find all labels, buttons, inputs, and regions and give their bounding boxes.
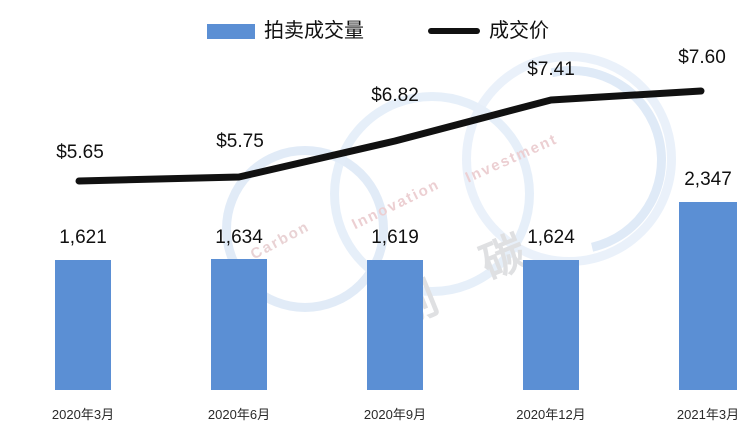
legend-label-line-series: 成交价 [489,20,549,42]
x-axis-tick-2021-03: 2021年3月 [676,407,740,422]
x-axis: 2020年3月 2020年6月 2020年9月 2020年12月 2021年3月 [0,400,756,426]
bar-2020-03[interactable] [55,260,111,390]
price-value-label-2020-12: $7.41 [527,59,575,80]
bar-value-label-2021-03: 2,347 [684,169,732,190]
bar-value-label-2020-06: 1,634 [215,227,263,248]
price-value-label-2020-09: $6.82 [371,85,419,106]
bar-2021-03[interactable] [679,202,737,390]
price-value-label-2021-03: $7.60 [678,47,726,68]
bar-2020-12[interactable] [523,260,579,390]
bar-2020-06[interactable] [211,259,267,390]
legend-label-bar-series: 拍卖成交量 [264,20,364,42]
bar-2020-09[interactable] [367,260,423,390]
bar-value-label-2020-03: 1,621 [59,227,107,248]
bar-value-label-2020-09: 1,619 [371,227,419,248]
x-axis-tick-2020-06: 2020年6月 [207,407,271,422]
x-axis-tick-2020-03: 2020年3月 [51,407,115,422]
bar-value-label-2020-12: 1,624 [527,227,575,248]
legend-item-line-series[interactable]: 成交价 [428,21,549,41]
x-axis-tick-2020-12: 2020年12月 [516,407,586,422]
price-value-label-2020-03: $5.65 [56,142,104,163]
x-axis-tick-2020-09: 2020年9月 [363,407,427,422]
chart-legend: 拍卖成交量 成交价 [0,14,756,48]
price-value-label-2020-06: $5.75 [216,131,264,152]
price-line-path [75,87,705,185]
legend-bar-swatch-icon [207,23,255,39]
legend-line-swatch-icon [428,28,480,34]
legend-item-bar-series[interactable]: 拍卖成交量 [207,21,364,41]
